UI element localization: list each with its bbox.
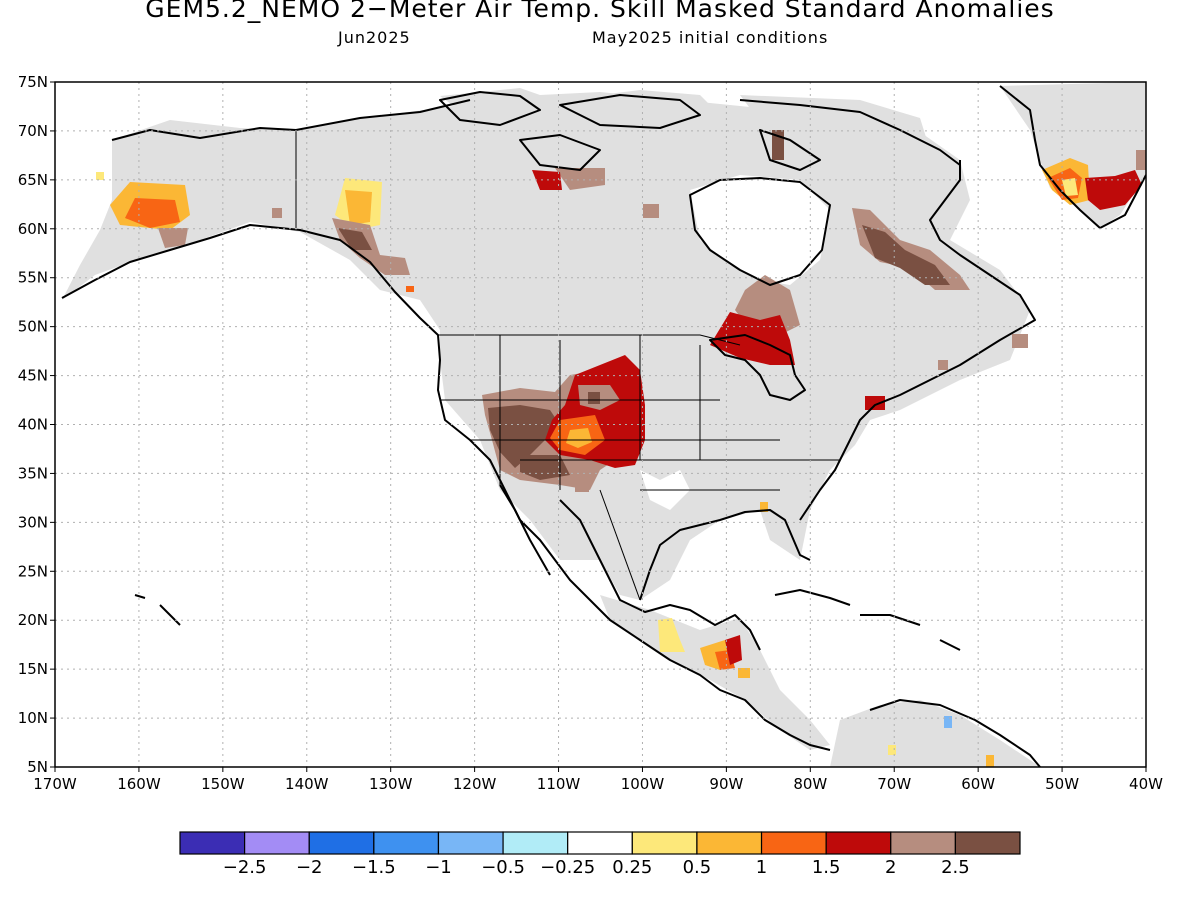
lon-label: 150W: [201, 775, 245, 793]
lat-label: 45N: [18, 367, 48, 385]
lat-label: 75N: [18, 73, 48, 91]
colorbar-swatch: [825, 831, 892, 855]
lon-label: 170W: [33, 775, 77, 793]
colorbar-swatch: [696, 831, 763, 855]
lon-label: 140W: [285, 775, 329, 793]
colorbar-label: 1.5: [812, 857, 841, 878]
lon-label: 40W: [1129, 775, 1163, 793]
colorbar-label: −0.25: [540, 857, 595, 878]
colorbar-label: −2.5: [223, 857, 267, 878]
longitude-labels: 170W 160W 150W 140W 130W 120W 110W 100W 90W 80W 70…: [33, 767, 1163, 793]
colorbar-swatch: [437, 831, 504, 855]
lon-label: 70W: [877, 775, 911, 793]
lon-label: 90W: [709, 775, 743, 793]
colorbar-label: −1.5: [352, 857, 396, 878]
lon-label: 160W: [117, 775, 161, 793]
colorbar-swatch: [502, 831, 569, 855]
lat-label: 30N: [18, 513, 48, 531]
initial-conditions: May2025 initial conditions: [592, 28, 829, 47]
colorbar-swatch: [760, 831, 827, 855]
colorbar-swatch: [954, 831, 1021, 855]
colorbar-label: 0.25: [612, 857, 652, 878]
colorbar-swatch: [244, 831, 310, 855]
colorbar-label: 0.5: [683, 857, 712, 878]
colorbar-label: 1: [756, 857, 767, 878]
colorbar-swatch: [631, 831, 698, 855]
lon-label: 110W: [537, 775, 581, 793]
colorbar-swatch: [308, 831, 375, 855]
map-title: GEM5.2_NEMO 2−Meter Air Temp. Skill Mask…: [145, 0, 1055, 23]
lat-label: 5N: [27, 758, 48, 776]
colorbar-label: −0.5: [481, 857, 525, 878]
lat-label: 50N: [18, 318, 48, 336]
colorbar-label: −2: [296, 857, 323, 878]
lat-label: 55N: [18, 269, 48, 287]
lon-label: 130W: [369, 775, 413, 793]
latitude-labels: 75N 70N 65N 60N 55N 50N 45N 40N 35N 30N 25N 20N 15N 1…: [18, 73, 55, 776]
colorbar-label: −1: [425, 857, 452, 878]
colorbar-swatch: [890, 831, 956, 855]
lat-lon-grid: [55, 82, 1146, 767]
lat-label: 20N: [18, 611, 48, 629]
colorbar-swatch: [179, 831, 246, 855]
political-borders: [295, 130, 840, 601]
lon-label: 100W: [621, 775, 665, 793]
lat-label: 35N: [18, 464, 48, 482]
lat-label: 65N: [18, 171, 48, 189]
colorbar-labels: −2.5 −2 −1.5 −1 −0.5 −0.25 0.25 0.5 1 1.5 2 2.5: [223, 857, 970, 878]
colorbar-swatch: [373, 831, 440, 855]
lat-label: 60N: [18, 220, 48, 238]
forecast-month: Jun2025: [338, 28, 411, 47]
colorbar-label: 2: [885, 857, 896, 878]
lon-label: 60W: [961, 775, 995, 793]
lon-label: 80W: [793, 775, 827, 793]
lat-label: 25N: [18, 562, 48, 580]
lat-label: 40N: [18, 416, 48, 434]
lat-label: 10N: [18, 709, 48, 727]
lon-label: 50W: [1045, 775, 1079, 793]
colorbar-label: 2.5: [941, 857, 970, 878]
colorbar: [179, 831, 1021, 855]
colorbar-swatch: [567, 831, 633, 855]
lon-label: 120W: [453, 775, 497, 793]
lat-label: 15N: [18, 660, 48, 678]
lat-label: 70N: [18, 122, 48, 140]
